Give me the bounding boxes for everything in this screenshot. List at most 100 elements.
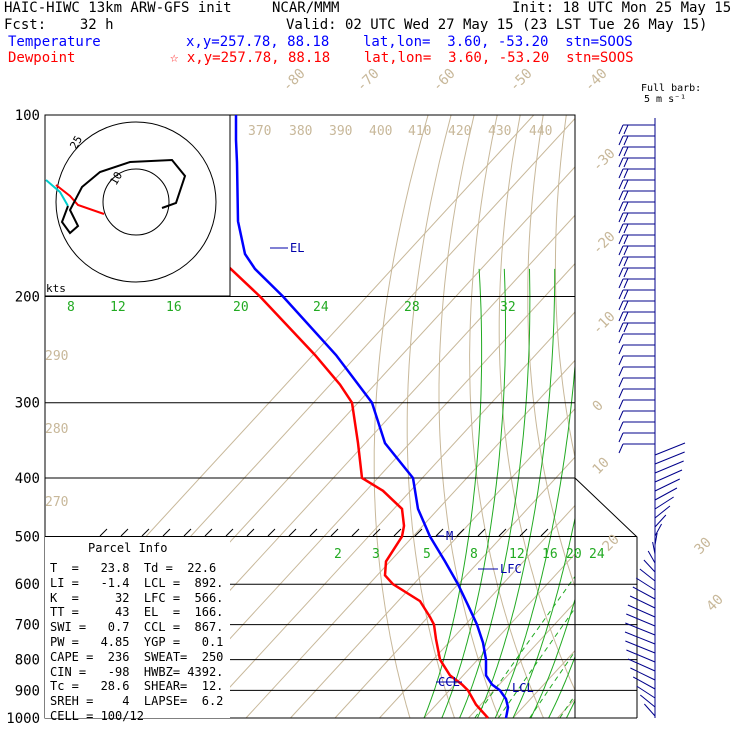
freezing-level-tick xyxy=(120,528,129,537)
theta-label: 400 xyxy=(369,124,392,139)
wind-barb xyxy=(636,685,656,699)
wind-barb-flag xyxy=(623,311,629,322)
freezing-level-tick xyxy=(393,528,402,537)
wind-barb-flag xyxy=(618,168,624,179)
mixing-ratio-label: 8 xyxy=(470,547,478,562)
wind-barb-flag xyxy=(618,135,624,146)
moist-adiabat xyxy=(673,269,740,718)
wind-barb xyxy=(629,595,656,609)
plot-frame-extension xyxy=(574,477,638,718)
parcel-info-row: SWI = 0.7 CCL = 867. xyxy=(50,620,224,635)
isotherm-line xyxy=(245,359,575,718)
moist-adiabat xyxy=(584,269,706,718)
pressure-label: 200 xyxy=(15,290,40,306)
isotherm-label: -80 xyxy=(280,66,309,95)
theta-label: 380 xyxy=(289,124,312,139)
wind-barb xyxy=(654,505,671,519)
isotherm-label: 0 xyxy=(590,398,607,415)
wind-barb-flag xyxy=(618,410,624,421)
wind-barb xyxy=(632,676,656,690)
isotherm-label: -70 xyxy=(354,66,383,95)
moist-adiabat-label: 28 xyxy=(404,300,420,315)
legend-temperature-label: Temperature xyxy=(8,34,101,50)
parcel-info-row: SREH = 4 LAPSE= 6.2 xyxy=(50,694,224,709)
isotherm-label: -30 xyxy=(590,146,619,175)
wind-barb-flag xyxy=(623,201,629,212)
mixing-ratio-line xyxy=(497,607,575,718)
wind-barb xyxy=(654,451,685,465)
pressure-label: 400 xyxy=(15,471,40,487)
wind-barb-flag xyxy=(618,421,624,432)
dry-adiabat xyxy=(705,115,740,718)
wind-barb-flag xyxy=(618,432,624,443)
wind-barb xyxy=(626,613,656,627)
pressure-label: 800 xyxy=(15,653,40,669)
wind-barb-flag xyxy=(618,366,624,377)
legend-dewpoint-label: Dewpoint xyxy=(8,50,76,66)
moist-adiabat xyxy=(530,597,575,718)
isotherm-line xyxy=(423,553,575,718)
forecast-hour: Fcst: 32 h xyxy=(4,17,114,33)
mixing-ratio-line xyxy=(529,650,575,718)
wind-barb-flag xyxy=(618,256,624,267)
wind-barb xyxy=(654,532,658,546)
wind-barb xyxy=(639,568,656,582)
barb-legend-line1: Full barb: xyxy=(641,83,702,94)
moist-adiabat-label: 16 xyxy=(166,300,182,315)
freezing-level-tick xyxy=(540,528,549,537)
barb-legend-line2: 5 m s⁻¹ xyxy=(644,94,687,105)
marker-label-m: M xyxy=(446,529,453,543)
wind-barb xyxy=(654,514,667,528)
wind-barb-flag xyxy=(618,322,624,333)
freezing-level-tick xyxy=(267,528,276,537)
wind-barb-flag xyxy=(618,355,624,366)
freezing-level-tick xyxy=(204,528,213,537)
theta-label: 420 xyxy=(448,124,471,139)
marker-label-ccl: CCL xyxy=(438,675,460,689)
moist-adiabat xyxy=(691,269,740,718)
wind-barb xyxy=(654,442,686,456)
isotherm-label: -20 xyxy=(590,229,619,258)
mixing-ratio-label: 5 xyxy=(423,547,431,562)
isotherm-label: -50 xyxy=(507,66,536,95)
plot-frame xyxy=(44,114,576,719)
wind-barb-flag xyxy=(618,201,624,212)
org-label: NCAR/MMM xyxy=(272,0,340,16)
freezing-level-tick xyxy=(456,528,465,537)
parcel-info-row: T = 23.8 Td = 22.6 xyxy=(50,561,217,575)
isotherm-label: 10 xyxy=(590,455,613,478)
theta-label: 280 xyxy=(45,422,68,437)
wind-barb xyxy=(635,577,656,591)
valid-time: Valid: 02 UTC Wed 27 May 15 (23 LST Tue … xyxy=(286,17,708,33)
pressure-label: 900 xyxy=(15,683,40,699)
moist-adiabat xyxy=(494,360,575,718)
freezing-level-tick xyxy=(519,528,528,537)
wind-barb xyxy=(625,640,656,654)
hodograph-trace-low xyxy=(45,179,69,207)
wind-barb-flag xyxy=(623,267,629,278)
wind-barb xyxy=(639,694,656,708)
wind-barb-flag xyxy=(623,278,629,289)
freezing-level-tick xyxy=(99,528,108,537)
legend-dewpoint-info: ☆ x,y=257.78, 88.18 lat,lon= 3.60, -53.2… xyxy=(170,50,634,66)
moist-adiabat-label: 12 xyxy=(110,300,126,315)
dry-adiabat xyxy=(527,115,575,589)
isotherm-label: -60 xyxy=(430,66,459,95)
wind-barb xyxy=(630,667,656,681)
wind-barb-flag xyxy=(623,179,629,190)
mixing-ratio-line xyxy=(623,537,740,719)
wind-barb xyxy=(654,496,674,510)
wind-barb-flag xyxy=(623,234,629,245)
hodograph-ring-label: 25 xyxy=(67,134,85,152)
wind-barb-flag xyxy=(618,245,624,256)
isotherm-label: 30 xyxy=(692,535,715,558)
pressure-label: 1000 xyxy=(6,711,40,727)
wind-barb-flag xyxy=(618,344,624,355)
wind-barb xyxy=(632,586,656,600)
wind-barb-flag xyxy=(623,146,629,157)
moist-adiabat xyxy=(655,269,740,718)
marker-label-el: EL xyxy=(290,241,304,255)
isotherm-line xyxy=(379,504,575,718)
wind-barb-flag xyxy=(618,388,624,399)
wind-barb xyxy=(627,658,656,672)
